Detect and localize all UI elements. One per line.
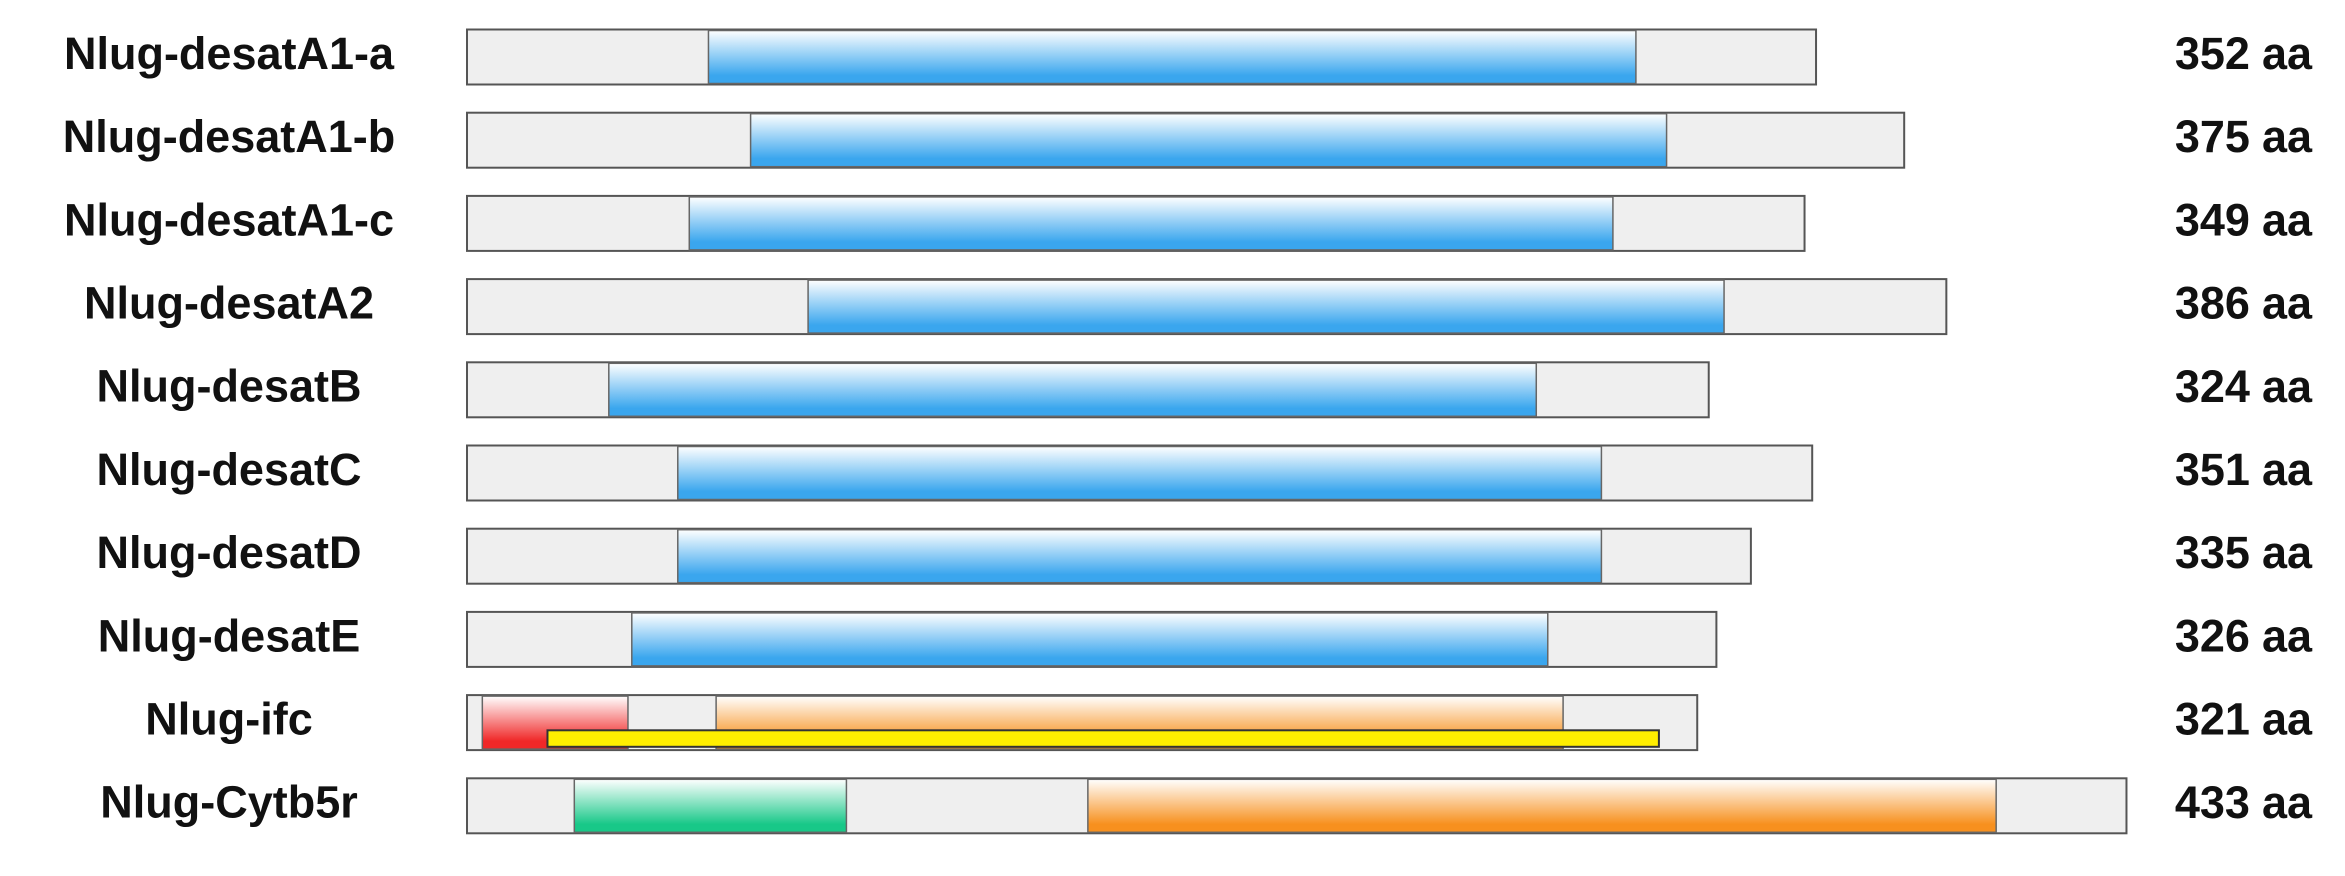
protein-length: 326 aa [2175,610,2313,661]
domain [749,112,1668,168]
domain [688,196,1614,251]
length-unit: aa [2262,111,2313,162]
protein-name: Nlug-desatA2 [84,277,374,328]
length-unit: aa [2262,277,2313,328]
length-unit: aa [2262,194,2313,245]
protein-length: 386 aa [2175,277,2313,328]
length-value: 324 [2175,361,2250,412]
length-value: 386 [2175,277,2250,328]
domain [631,612,1549,667]
protein-length: 349 aa [2175,194,2313,245]
domain [608,362,1538,418]
overlay-motif [546,729,1660,748]
protein-length: 324 aa [2175,361,2313,412]
length-value: 349 [2175,194,2250,245]
length-value: 351 [2175,444,2250,495]
protein-length: 335 aa [2175,527,2313,578]
protein-name: Nlug-desatA1-a [64,28,395,79]
length-value: 321 [2175,693,2250,744]
length-value: 352 [2175,28,2250,79]
length-value: 326 [2175,610,2250,661]
protein-name: Nlug-Cytb5r [100,777,358,828]
domain [677,528,1603,584]
protein-name: Nlug-desatA1-c [64,194,394,245]
length-unit: aa [2262,527,2313,578]
domain [573,778,848,834]
protein-name: Nlug-desatA1-b [63,111,396,162]
length-unit: aa [2262,693,2313,744]
protein-name: Nlug-desatC [96,444,361,495]
length-value: 433 [2175,777,2250,828]
protein-name: Nlug-desatE [98,610,361,661]
protein-length: 321 aa [2175,693,2313,744]
length-unit: aa [2262,777,2313,828]
length-unit: aa [2262,361,2313,412]
length-unit: aa [2262,610,2313,661]
length-value: 335 [2175,527,2250,578]
protein-name: Nlug-ifc [145,693,312,744]
length-unit: aa [2262,444,2313,495]
length-value: 375 [2175,111,2250,162]
protein-length: 351 aa [2175,444,2313,495]
domain [807,279,1725,334]
length-unit: aa [2262,28,2313,79]
protein-length: 433 aa [2175,777,2313,828]
domain [707,29,1637,85]
protein-length: 375 aa [2175,111,2313,162]
protein-name: Nlug-desatD [96,527,361,578]
protein-length: 352 aa [2175,28,2313,79]
protein-name: Nlug-desatB [96,361,361,412]
domain [677,445,1603,501]
domain [1087,778,1997,834]
